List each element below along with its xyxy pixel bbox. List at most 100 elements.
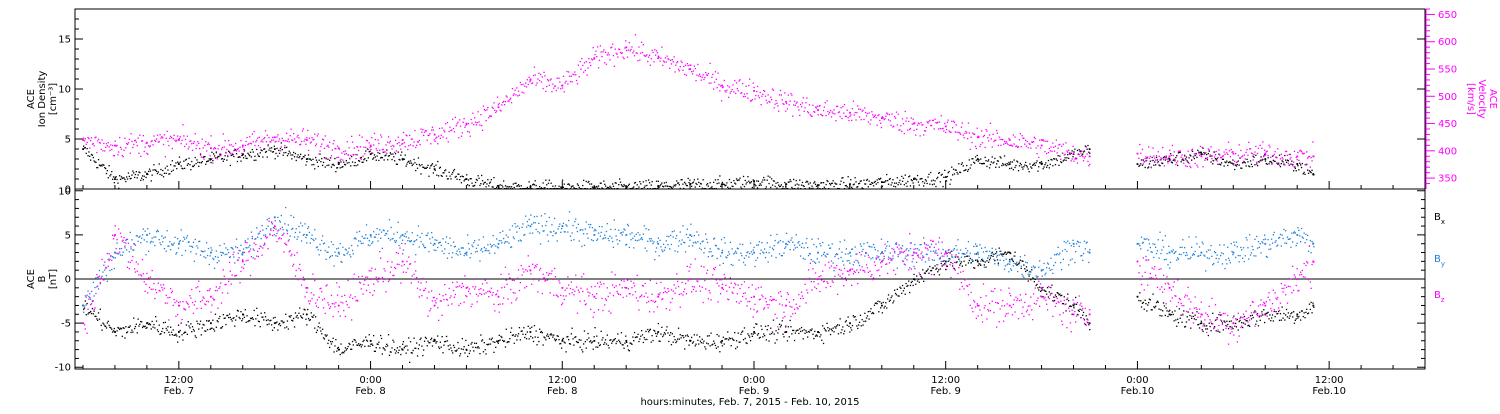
bx-point <box>1150 299 1151 300</box>
bx-point <box>695 345 696 346</box>
ion-density-point <box>643 181 644 182</box>
bx-point <box>870 308 871 309</box>
bx-point <box>167 330 168 331</box>
velocity-point <box>969 132 970 133</box>
ion-density-point <box>247 153 248 154</box>
ion-density-point <box>735 183 736 184</box>
velocity-point <box>343 151 344 152</box>
ion-density-data-point <box>178 163 180 165</box>
ion-density-point <box>708 186 709 187</box>
bx-point <box>985 267 986 268</box>
bx-point <box>335 339 336 340</box>
velocity-point <box>1167 162 1168 163</box>
by-point <box>663 244 664 245</box>
by-point <box>406 236 407 237</box>
bx-point <box>1254 310 1255 311</box>
ion-density-point <box>365 150 366 151</box>
bx-point <box>592 341 593 342</box>
ion-density-point <box>125 181 126 182</box>
bx-point <box>901 293 902 294</box>
bx-point <box>869 311 870 312</box>
velocity-point <box>157 135 158 136</box>
by-point <box>417 235 418 236</box>
velocity-point <box>166 138 167 139</box>
ion-density-point <box>412 165 413 166</box>
ion-density-point <box>141 178 142 179</box>
velocity-point <box>1185 165 1186 166</box>
velocity-point <box>297 135 298 136</box>
velocity-point <box>580 69 581 70</box>
velocity-point <box>816 107 817 108</box>
by-point <box>652 240 653 241</box>
bx-point <box>652 335 653 336</box>
ion-density-point <box>534 184 535 185</box>
ion-density-point <box>954 173 955 174</box>
by-point <box>137 235 138 236</box>
bx-point <box>734 332 735 333</box>
bx-point <box>701 342 702 343</box>
bx-point <box>288 328 289 329</box>
velocity-point <box>362 137 363 138</box>
ion-density-point <box>145 171 146 172</box>
bx-point <box>145 326 146 327</box>
velocity-point <box>426 130 427 131</box>
bx-point <box>406 345 407 346</box>
ion-density-point <box>438 175 439 176</box>
bx-point <box>542 332 543 333</box>
bx-point <box>1066 299 1067 300</box>
by-point <box>675 238 676 239</box>
ion-density-point <box>519 186 520 187</box>
velocity-point <box>890 120 891 121</box>
by-point <box>676 235 677 236</box>
ion-density-point <box>995 167 996 168</box>
bx-point <box>464 346 465 347</box>
bx-point <box>1194 318 1195 319</box>
ion-density-point <box>1023 166 1024 167</box>
ion-density-point <box>1291 161 1292 162</box>
ion-density-point <box>659 185 660 186</box>
ion-density-point <box>1172 162 1173 163</box>
bx-point <box>456 349 457 350</box>
velocity-point <box>107 145 108 146</box>
velocity-point <box>169 138 170 139</box>
velocity-point <box>364 153 365 154</box>
bx-point <box>1281 320 1282 321</box>
velocity-point <box>1188 163 1189 164</box>
velocity-point <box>703 74 704 75</box>
bx-data-point <box>530 331 532 333</box>
velocity-point <box>716 79 717 80</box>
velocity-point <box>442 136 443 137</box>
bx-point <box>1279 320 1280 321</box>
bx-point <box>652 340 653 341</box>
velocity-point <box>1267 151 1268 152</box>
ion-density-point <box>790 181 791 182</box>
ion-density-point <box>1013 169 1014 170</box>
by-point <box>614 219 615 220</box>
by-point <box>549 217 550 218</box>
ion-density-point <box>427 167 428 168</box>
ion-density-point <box>1044 164 1045 165</box>
ion-density-point <box>355 162 356 163</box>
ion-density-point <box>108 177 109 178</box>
bx-point <box>913 274 914 275</box>
ion-density-point <box>1061 162 1062 163</box>
by-point <box>333 265 334 266</box>
bx-point <box>1218 314 1219 315</box>
bx-point <box>989 259 990 260</box>
bx-point <box>1284 319 1285 320</box>
velocity-point <box>834 113 835 114</box>
by-point <box>588 224 589 225</box>
by-point <box>147 228 148 229</box>
by-point <box>226 254 227 255</box>
by-point <box>340 243 341 244</box>
bx-point <box>841 329 842 330</box>
velocity-point <box>752 99 753 100</box>
by-point <box>355 238 356 239</box>
velocity-point <box>869 123 870 124</box>
by-point <box>500 240 501 241</box>
bx-point <box>903 290 904 291</box>
ion-density-point <box>112 179 113 180</box>
bx-point <box>202 327 203 328</box>
bx-point <box>629 350 630 351</box>
bx-data-point <box>593 340 595 342</box>
